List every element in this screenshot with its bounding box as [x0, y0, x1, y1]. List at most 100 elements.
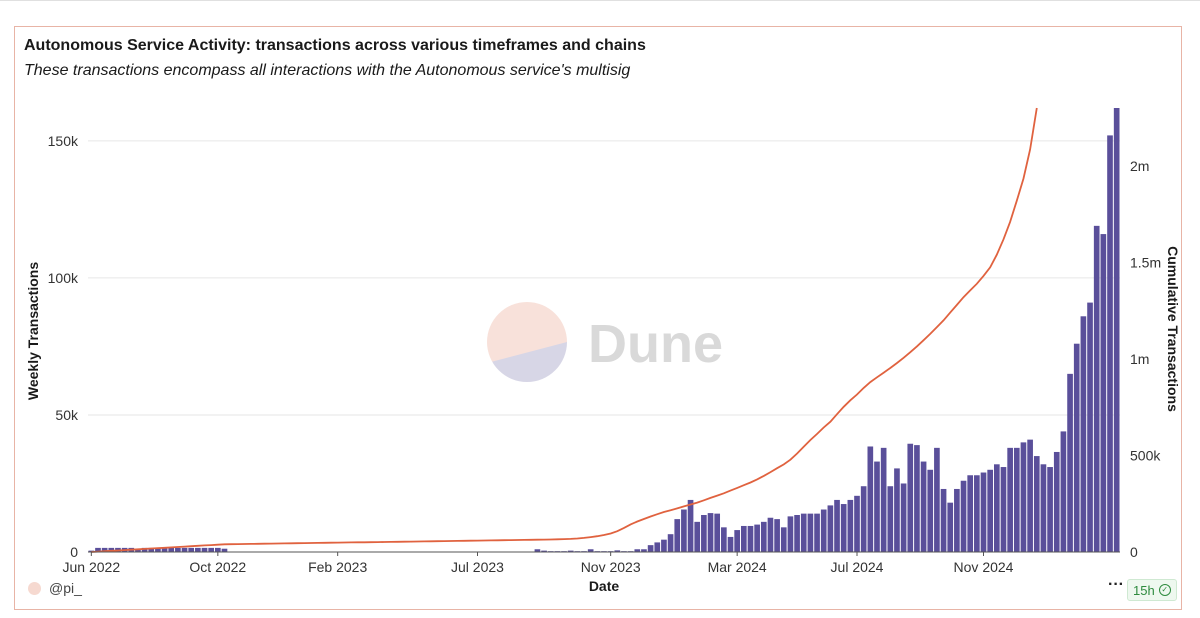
bar [694, 521, 701, 552]
bar [727, 536, 734, 552]
chart-title: Autonomous Service Activity: transaction… [24, 37, 646, 54]
bar [721, 527, 727, 552]
bar [860, 486, 867, 552]
bar [934, 447, 940, 552]
bar [980, 472, 987, 552]
bar [840, 504, 847, 552]
bar [894, 468, 900, 552]
x-tick-label: Jun 2022 [63, 559, 121, 575]
bar [168, 547, 175, 552]
bar [707, 513, 714, 552]
bar [567, 550, 574, 552]
right-tick-label: 1.5m [1130, 254, 1161, 270]
x-axis: Jun 2022 Oct 2022 Feb 2023 Jul 2023 Nov 2023… [63, 551, 1120, 575]
bar [907, 443, 914, 552]
refresh-time: 15h [1133, 582, 1155, 598]
left-tick-label: 150k [48, 133, 79, 149]
bar [587, 549, 594, 552]
bar [1073, 343, 1080, 552]
bar [141, 547, 148, 552]
author-name: @pi_ [49, 580, 82, 596]
right-tick-label: 0 [1130, 544, 1138, 560]
bar [920, 461, 927, 552]
bar [760, 521, 767, 552]
top-separator [0, 0, 1200, 1]
x-tick-label: Oct 2022 [189, 559, 246, 575]
bar [155, 547, 161, 552]
bar [900, 483, 907, 552]
bar [1020, 442, 1027, 552]
author-link[interactable]: @pi_ [28, 580, 82, 596]
bar [874, 461, 880, 552]
bar [787, 516, 794, 552]
dune-watermark: Dune [487, 302, 723, 382]
bar [1100, 234, 1107, 552]
bar [754, 524, 760, 552]
bar [814, 513, 820, 552]
gridlines [88, 140, 1120, 416]
bar [987, 469, 993, 552]
bar [780, 527, 787, 552]
bar [101, 547, 108, 552]
right-tick-label: 1m [1130, 351, 1149, 367]
bar [794, 515, 800, 552]
bar [1060, 431, 1067, 552]
bar [1087, 302, 1093, 552]
bar [967, 475, 974, 552]
bar [181, 547, 188, 552]
bar [993, 464, 1000, 552]
bar [647, 545, 654, 552]
bar [1000, 467, 1007, 552]
bar [800, 513, 807, 552]
x-tick-label: Mar 2024 [708, 559, 767, 575]
bar [1013, 447, 1020, 552]
more-options-button[interactable]: ··· [1108, 576, 1124, 593]
bar [714, 513, 721, 552]
bar [701, 515, 707, 552]
watermark-text: Dune [588, 314, 723, 374]
bar [674, 519, 681, 552]
bar [1067, 373, 1073, 552]
bar [1040, 464, 1047, 552]
bar [667, 534, 674, 552]
bar [734, 530, 740, 552]
bar [1027, 439, 1033, 552]
bar [834, 499, 840, 552]
bar [774, 519, 780, 552]
bar [161, 547, 168, 552]
bar [541, 550, 547, 552]
bar [661, 539, 667, 552]
bar [135, 549, 141, 552]
bar [641, 549, 647, 552]
bar [1047, 467, 1053, 552]
bar [747, 525, 754, 552]
bar [887, 486, 894, 552]
left-tick-label: 0 [70, 544, 78, 560]
bar [148, 547, 155, 552]
left-tick-label: 50k [55, 407, 79, 423]
bar [614, 550, 621, 552]
bar [1093, 225, 1100, 552]
bar [974, 475, 980, 552]
y-axis-right-label: Cumulative Transactions [1165, 246, 1181, 412]
refresh-badge[interactable]: 15h ✓ [1127, 579, 1177, 601]
bar [681, 509, 687, 552]
bar [940, 488, 947, 552]
bar [1033, 456, 1040, 552]
check-icon: ✓ [1158, 584, 1171, 596]
x-axis-label: Date [589, 578, 620, 594]
chart-subtitle: These transactions encompass all interac… [24, 62, 631, 79]
bar [634, 549, 641, 552]
bar [927, 469, 934, 552]
bar [960, 480, 967, 552]
bar [854, 495, 860, 552]
bar [1007, 447, 1013, 552]
x-tick-label: Jul 2024 [831, 559, 884, 575]
bar [880, 447, 887, 552]
cumulative-line [91, 107, 1038, 553]
x-tick-label: Feb 2023 [308, 559, 367, 575]
bar [188, 547, 195, 552]
bar [954, 488, 960, 552]
bar [1107, 135, 1113, 552]
